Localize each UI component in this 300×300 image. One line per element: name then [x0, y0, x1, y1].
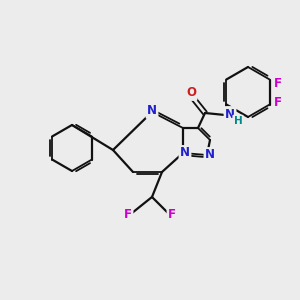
Text: N: N: [225, 107, 235, 121]
Text: F: F: [124, 208, 132, 220]
Text: N: N: [147, 104, 157, 118]
Text: F: F: [274, 96, 282, 109]
Text: N: N: [180, 146, 190, 160]
Text: O: O: [186, 86, 196, 100]
Text: F: F: [274, 77, 282, 90]
Text: H: H: [234, 116, 242, 126]
Text: F: F: [168, 208, 176, 220]
Text: N: N: [205, 148, 215, 161]
